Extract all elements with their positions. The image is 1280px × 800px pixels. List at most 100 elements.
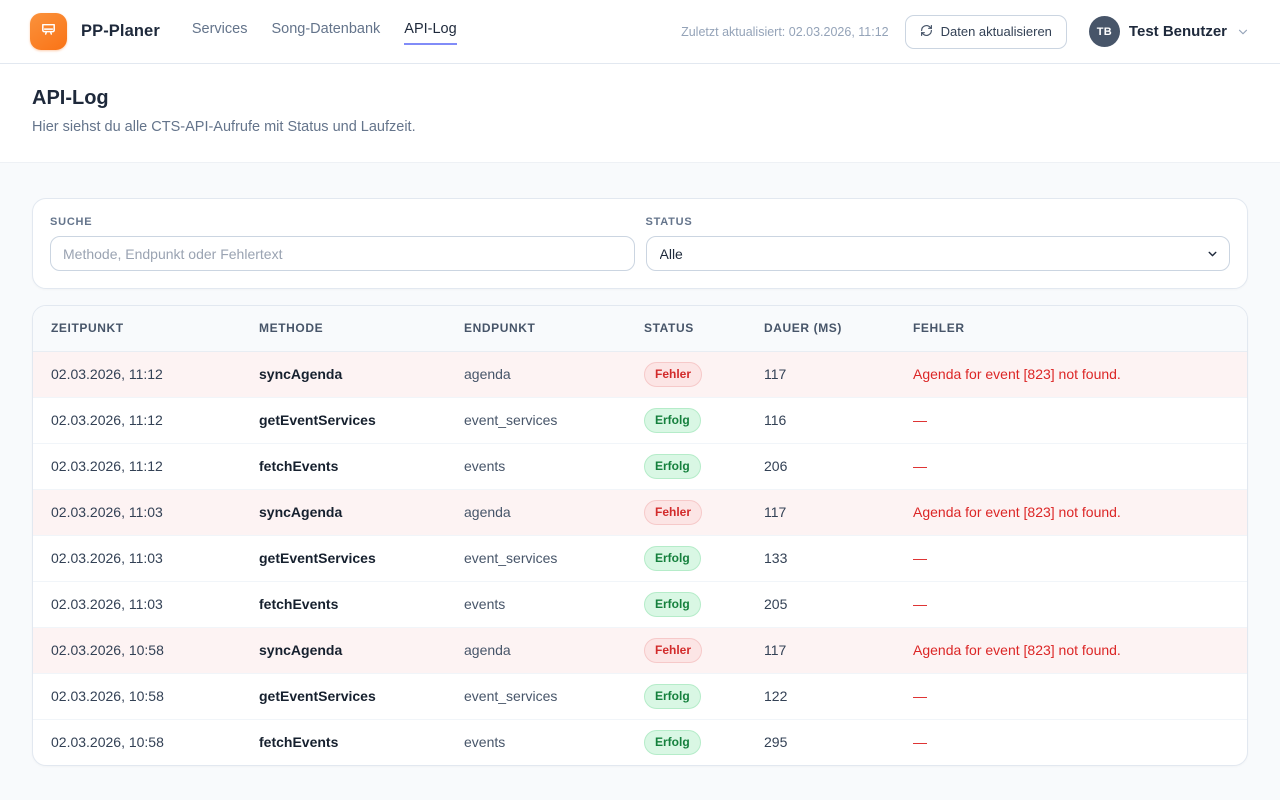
col-zeitpunkt: Zeitpunkt [33, 306, 241, 352]
cell-status: Erfolg [626, 396, 746, 443]
cell-methode: getEventServices [241, 534, 446, 581]
cell-methode: fetchEvents [241, 442, 446, 489]
status-badge: Erfolg [644, 683, 701, 709]
cell-methode: fetchEvents [241, 718, 446, 765]
user-name: Test Benutzer [1128, 23, 1227, 40]
table-row: 02.03.2026, 11:03 getEventServices event_s… [33, 534, 1247, 581]
main-nav: Services Song-Datenbank API-Log [192, 21, 457, 45]
nav-item-api-log[interactable]: API-Log [404, 21, 457, 45]
cell-dauer: 117 [746, 488, 895, 535]
cell-zeitpunkt: 02.03.2026, 11:03 [33, 534, 241, 581]
table-header: Zeitpunkt Methode Endpunkt Status Dauer … [33, 306, 1247, 352]
cell-fehler: Agenda for event [823] not found. [895, 488, 1247, 535]
topbar: PP-Planer Services Song-Datenbank API-Lo… [0, 0, 1280, 64]
content: Suche Status Alle [0, 163, 1280, 766]
status-badge: Erfolg [644, 453, 701, 479]
cell-fehler: — [895, 718, 1247, 765]
status-field-group: Status Alle [645, 216, 1230, 271]
last-updated-text: Zuletzt aktualisiert: 02.03.2026, 11:12 [681, 24, 889, 39]
cell-zeitpunkt: 02.03.2026, 10:58 [33, 626, 241, 673]
cell-endpunkt: event_services [446, 534, 626, 581]
brand: PP-Planer [30, 13, 160, 50]
table-row: 02.03.2026, 11:03 fetchEvents events Erfolg… [33, 580, 1247, 627]
page-subtitle: Hier siehst du alle CTS-API-Aufrufe mit … [32, 119, 416, 135]
search-field-group: Suche [50, 216, 635, 271]
page-title: API-Log [32, 87, 109, 109]
cell-status: Erfolg [626, 534, 746, 581]
table-row: 02.03.2026, 11:12 fetchEvents events Erfolg… [33, 442, 1247, 489]
cell-zeitpunkt: 02.03.2026, 11:12 [33, 442, 241, 489]
cell-methode: syncAgenda [241, 626, 446, 673]
cell-endpunkt: events [446, 580, 626, 627]
search-input[interactable] [50, 236, 635, 271]
status-badge: Erfolg [644, 591, 701, 617]
cell-fehler: Agenda for event [823] not found. [895, 351, 1247, 397]
cell-status: Erfolg [626, 718, 746, 765]
status-badge: Fehler [644, 499, 703, 525]
status-badge: Erfolg [644, 545, 701, 571]
cell-endpunkt: agenda [446, 351, 626, 397]
cell-status: Erfolg [626, 442, 746, 489]
cell-zeitpunkt: 02.03.2026, 11:03 [33, 488, 241, 535]
table-row: 02.03.2026, 10:58 getEventServices event_s… [33, 672, 1247, 719]
cell-fehler: — [895, 580, 1247, 627]
cell-endpunkt: agenda [446, 626, 626, 673]
cell-zeitpunkt: 02.03.2026, 11:12 [33, 396, 241, 443]
status-label: Status [645, 216, 693, 228]
status-select-wrap: Alle [645, 236, 1230, 271]
filter-card: Suche Status Alle [32, 198, 1248, 289]
cell-zeitpunkt: 02.03.2026, 10:58 [33, 672, 241, 719]
cell-status: Fehler [626, 488, 746, 535]
chevron-down-icon [1236, 25, 1250, 39]
api-log-table: Zeitpunkt Methode Endpunkt Status Dauer … [33, 306, 1247, 765]
cell-fehler: — [895, 672, 1247, 719]
cell-methode: syncAgenda [241, 488, 446, 535]
cell-endpunkt: event_services [446, 672, 626, 719]
cell-dauer: 116 [746, 396, 895, 443]
cell-status: Fehler [626, 351, 746, 397]
cell-status: Fehler [626, 626, 746, 673]
cell-zeitpunkt: 02.03.2026, 11:12 [33, 351, 241, 397]
cell-dauer: 205 [746, 580, 895, 627]
cell-status: Erfolg [626, 580, 746, 627]
cell-dauer: 117 [746, 351, 895, 397]
nav-item-services[interactable]: Services [191, 20, 248, 37]
cell-dauer: 117 [746, 626, 895, 673]
col-endpunkt: Endpunkt [446, 306, 626, 352]
col-status: Status [626, 306, 746, 352]
avatar: TB [1088, 16, 1120, 47]
cell-dauer: 295 [746, 718, 895, 765]
page-head: API-Log Hier siehst du alle CTS-API-Aufr… [0, 64, 1280, 163]
cell-zeitpunkt: 02.03.2026, 10:58 [33, 718, 241, 765]
cell-zeitpunkt: 02.03.2026, 11:03 [33, 580, 241, 627]
brand-name: PP-Planer [81, 22, 160, 40]
refresh-button-label: Daten aktualisieren [940, 24, 1052, 39]
cell-methode: getEventServices [241, 672, 446, 719]
cell-methode: syncAgenda [241, 351, 446, 397]
col-methode: Methode [241, 306, 446, 352]
user-menu[interactable]: TB Test Benutzer [1088, 16, 1250, 47]
table-row: 02.03.2026, 10:58 fetchEvents events Erfolg… [33, 718, 1247, 765]
refresh-icon [920, 24, 933, 40]
status-badge: Erfolg [644, 407, 701, 433]
status-select[interactable]: Alle [645, 236, 1230, 271]
api-log-table-card: Zeitpunkt Methode Endpunkt Status Dauer … [32, 305, 1248, 766]
status-badge: Erfolg [644, 729, 701, 755]
col-dauer: Dauer (ms) [746, 306, 895, 352]
table-row: 02.03.2026, 10:58 syncAgenda agenda Fehler 1… [33, 626, 1247, 673]
search-label: Suche [50, 216, 93, 228]
cell-fehler: — [895, 442, 1247, 489]
refresh-data-button[interactable]: Daten aktualisieren [904, 14, 1067, 49]
table-row: 02.03.2026, 11:12 getEventServices event_s… [33, 396, 1247, 443]
nav-item-song-datenbank[interactable]: Song-Datenbank [271, 20, 381, 37]
stage-screen-icon [38, 19, 59, 45]
status-badge: Fehler [644, 637, 703, 663]
cell-endpunkt: agenda [446, 488, 626, 535]
status-badge: Fehler [644, 361, 703, 387]
cell-endpunkt: event_services [446, 396, 626, 443]
table-row: 02.03.2026, 11:12 syncAgenda agenda Fehler 1… [33, 351, 1247, 397]
cell-dauer: 206 [746, 442, 895, 489]
cell-dauer: 122 [746, 672, 895, 719]
cell-fehler: — [895, 534, 1247, 581]
log-table-body: 02.03.2026, 11:12 syncAgenda agenda Fehler 1… [33, 351, 1247, 765]
